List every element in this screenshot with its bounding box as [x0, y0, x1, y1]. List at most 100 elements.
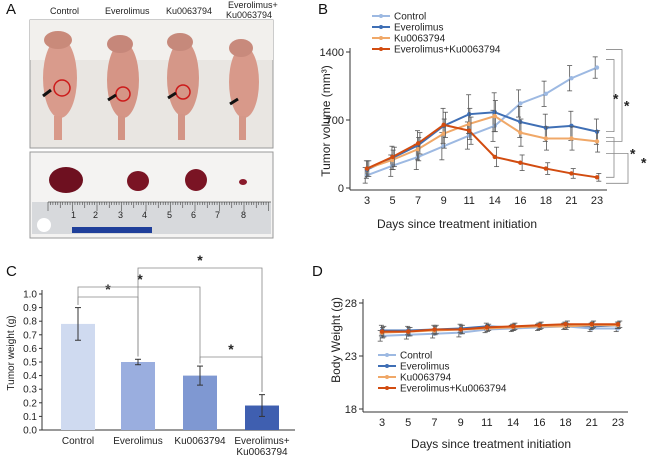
chart-c-ytick-label: 0.8 — [23, 317, 37, 328]
chart-d-xtick-label: 18 — [559, 417, 571, 429]
chart-d-data-point — [563, 322, 568, 327]
chart-b-series-line — [366, 111, 598, 171]
chart-d-legend-marker — [385, 386, 389, 390]
chart-b-data-point — [467, 111, 472, 117]
chart-b-data-point — [569, 76, 574, 81]
chart-c-bar — [121, 362, 155, 430]
chart-d-legend-marker — [385, 353, 389, 357]
chart-b-xtick-label: 21 — [565, 195, 577, 207]
chart-b-sig-star: * — [624, 97, 630, 113]
ruler-hole — [37, 218, 51, 232]
chart-c-ytick-label: 0.3 — [23, 385, 37, 396]
chart-b-series-line — [366, 66, 598, 177]
chart-d-data-point — [432, 327, 437, 332]
chart-b-data-point — [390, 154, 395, 160]
chart-b-legend-marker — [379, 25, 383, 29]
chart-b-xtick-label: 9 — [441, 195, 447, 207]
chart-b-data-point — [492, 154, 497, 160]
chart-b-data-point — [569, 136, 574, 141]
chart-b-legend-label: Control — [394, 12, 426, 23]
ruler-number-8: 8 — [241, 210, 246, 220]
chart-c-sig-star: * — [197, 252, 203, 268]
chart-b-data-point — [594, 175, 600, 180]
chart-b-data-point — [441, 144, 446, 149]
chart-b-sig-star: * — [641, 154, 647, 170]
chart-b-data-point — [492, 110, 497, 115]
panel-c-letter: C — [6, 263, 17, 280]
chart-b-ytick-label: 700 — [326, 115, 344, 127]
chart-c-category-label: Everolimus — [113, 436, 162, 447]
chart-b-data-point — [569, 123, 574, 129]
chart-b-data-point — [543, 125, 549, 130]
chart-d-xtick-label: 11 — [481, 417, 492, 429]
chart-c-sig-star: * — [137, 271, 143, 287]
chart-b-sig-bracket — [606, 137, 615, 178]
chart-d-legend-label: Ku0063794 — [400, 373, 452, 384]
chart-d-xtick-label: 23 — [612, 417, 624, 429]
chart-d-xtick-label: 16 — [533, 417, 545, 429]
panel-b-letter: B — [318, 1, 328, 18]
chart-b-data-point — [467, 121, 472, 127]
ruler-number-1: 1 — [71, 210, 76, 220]
chart-b-data-point — [441, 122, 446, 128]
chart-b-legend-marker — [379, 36, 383, 40]
chart-b-legend-marker — [379, 47, 383, 51]
ruler-number-3: 3 — [118, 210, 123, 220]
chart-d-legend-marker — [385, 375, 389, 379]
chart-b-ylabel: Tumor volume (mm³) — [319, 65, 333, 177]
chart-c-category-label: Everolimus+ — [234, 436, 289, 447]
tumor-everolimus — [127, 171, 149, 191]
chart-b-ytick-label: 0 — [338, 183, 344, 195]
chart-d-xtick-label: 5 — [405, 417, 411, 429]
chart-b-data-point — [492, 123, 497, 129]
chart-c-bar — [61, 323, 95, 430]
chart-c-ylabel: Tumor weight (g) — [6, 315, 17, 390]
chart-b: Days since treatment initiation Tumor vo… — [319, 12, 647, 232]
chart-c-sig-bracket — [77, 286, 201, 364]
photo-label-ku: Ku0063794 — [166, 6, 212, 16]
tumor-control — [49, 167, 83, 193]
chart-b-legend-label: Everolimus+Ku0063794 — [394, 45, 501, 56]
chart-d-xtick-label: 3 — [379, 417, 385, 429]
chart-b-series-line — [366, 115, 598, 170]
chart-d-data-point — [510, 324, 516, 329]
chart-b-data-point — [518, 130, 523, 135]
chart-d-series-line — [382, 323, 618, 333]
chart-d-series-line — [381, 325, 618, 337]
chart-c-category-label: Control — [62, 436, 94, 447]
chart-d-ytick-label: 18 — [345, 404, 357, 416]
chart-b-xtick-label: 11 — [464, 195, 475, 207]
chart-c-category-label: Ku0063794 — [174, 436, 226, 447]
chart-d: Days since treatment initiation Body Wei… — [329, 297, 628, 451]
ruler-number-2: 2 — [93, 210, 98, 220]
ruler-number-6: 6 — [191, 210, 196, 220]
chart-c-ytick-label: 0.7 — [23, 330, 37, 341]
chart-d-data-point — [379, 329, 385, 334]
chart-b-legend-label: Everolimus — [394, 23, 443, 34]
photo-label-everolimus: Everolimus — [105, 6, 150, 16]
chart-d-data-point — [537, 323, 542, 328]
chart-b-ytick-label: 1400 — [320, 47, 344, 59]
mouse-everolimus — [107, 35, 139, 140]
chart-b-data-point — [415, 141, 421, 146]
chart-d-ylabel: Body Weight (g) — [329, 297, 343, 383]
chart-c-ytick-label: 0.9 — [23, 303, 37, 314]
ruler-number-5: 5 — [167, 210, 172, 220]
chart-d-ytick-label: 28 — [345, 298, 357, 310]
chart-c-sig-star: * — [105, 281, 111, 297]
chart-b-data-point — [467, 133, 472, 138]
chart-b-xtick-label: 23 — [591, 195, 603, 207]
chart-c-category-label: Ku0063794 — [236, 447, 288, 458]
chart-d-data-point — [615, 322, 621, 327]
tumors-photo: 1 2 3 4 5 6 7 8 — [29, 151, 274, 239]
chart-b-data-point — [543, 166, 549, 171]
chart-b-sig-star: * — [630, 145, 636, 161]
chart-b-data-point — [364, 166, 370, 171]
chart-b-series-line — [366, 123, 598, 179]
mouse-combo — [229, 39, 259, 140]
chart-c-sig-star: * — [228, 341, 234, 357]
chart-d-legend-label: Everolimus+Ku0063794 — [400, 384, 507, 395]
chart-d-data-point — [484, 325, 490, 330]
chart-b-xtick-label: 7 — [415, 195, 421, 207]
